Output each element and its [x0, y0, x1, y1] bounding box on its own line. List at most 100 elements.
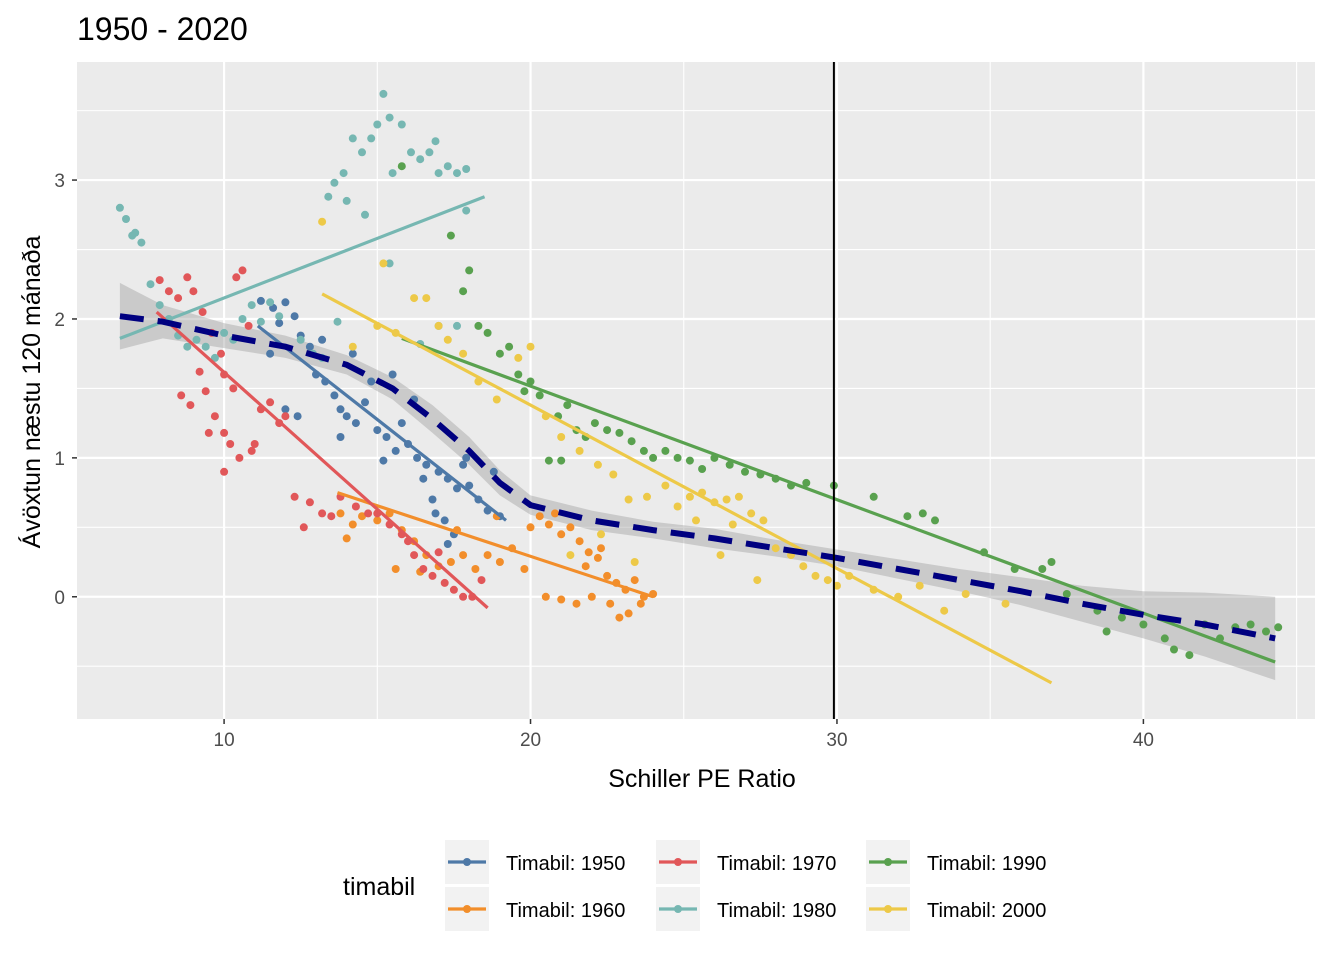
data-point: [177, 391, 186, 400]
data-point: [544, 456, 553, 465]
data-point: [520, 387, 529, 396]
data-point: [557, 530, 566, 539]
data-point: [492, 395, 501, 404]
data-point: [624, 609, 633, 618]
data-point: [753, 576, 762, 585]
data-point: [465, 481, 474, 490]
data-point: [428, 495, 437, 504]
data-point: [195, 367, 204, 376]
x-tick-label: 30: [826, 730, 847, 751]
data-point: [630, 576, 639, 585]
data-point: [443, 162, 452, 171]
data-point: [483, 551, 492, 560]
data-point: [361, 398, 369, 407]
y-tick-label: 2: [54, 310, 65, 331]
legend-key-point: [884, 858, 892, 866]
data-point: [446, 558, 455, 566]
data-point: [459, 287, 468, 296]
data-point: [256, 296, 265, 305]
data-point: [379, 456, 388, 465]
legend-item-3: Timabil: 1980: [656, 887, 836, 931]
data-point: [698, 465, 707, 473]
data-point: [520, 565, 529, 573]
data-point: [459, 349, 468, 358]
data-point: [318, 335, 327, 344]
gridlines: [77, 62, 1315, 719]
data-point: [348, 520, 357, 529]
x-tick-label: 40: [1133, 730, 1154, 751]
data-point: [388, 370, 397, 379]
data-point: [609, 470, 618, 479]
data-point: [379, 89, 388, 98]
data-point: [692, 516, 700, 525]
legend-key-point: [674, 858, 682, 866]
y-tick-label: 3: [54, 171, 65, 192]
fit-line-2: [155, 310, 489, 610]
fit-line-4: [401, 336, 1276, 664]
data-point: [636, 599, 645, 608]
data-point: [238, 315, 247, 323]
data-point: [557, 456, 566, 465]
legend-item-0: Timabil: 1950: [445, 840, 625, 884]
data-point: [434, 321, 443, 330]
data-point: [293, 412, 302, 421]
data-point: [673, 453, 682, 462]
data-point: [247, 446, 256, 455]
legend-key-point: [884, 905, 892, 913]
data-point: [318, 509, 327, 518]
data-point: [526, 342, 535, 351]
data-point: [685, 456, 694, 465]
data-point: [238, 266, 247, 275]
data-point: [351, 419, 360, 428]
data-point: [643, 492, 651, 501]
data-point: [462, 206, 471, 215]
data-point: [388, 169, 397, 178]
data-point: [462, 165, 471, 173]
fit-line-3: [119, 195, 486, 340]
data-point: [434, 169, 443, 178]
series-points-2: [155, 266, 486, 601]
data-point: [266, 398, 275, 407]
data-point: [155, 301, 164, 310]
legend-item-4: Timabil: 1990: [866, 840, 1046, 884]
data-point: [649, 453, 658, 462]
data-point: [557, 433, 566, 441]
data-point: [1170, 645, 1178, 654]
data-point: [336, 433, 345, 441]
data-point: [137, 238, 146, 247]
points-layer: [115, 89, 1283, 660]
legend-title: timabil: [343, 873, 415, 901]
data-point: [514, 353, 523, 362]
data-point: [391, 565, 400, 573]
data-point: [627, 437, 636, 446]
data-point: [544, 520, 553, 529]
data-point: [174, 294, 183, 303]
data-point: [385, 259, 394, 268]
data-point: [615, 428, 624, 437]
data-point: [330, 391, 339, 400]
data-point: [603, 426, 612, 435]
chart-title: 1950 - 2020: [77, 11, 248, 47]
data-point: [183, 273, 192, 282]
data-point: [358, 148, 366, 157]
data-point: [483, 328, 492, 337]
data-point: [210, 412, 219, 421]
data-point: [336, 405, 345, 414]
data-point: [183, 342, 192, 351]
data-point: [397, 419, 406, 428]
data-point: [535, 391, 544, 400]
data-point: [615, 613, 624, 622]
data-point: [526, 523, 535, 532]
data-point: [593, 460, 602, 469]
series-points-3: [115, 89, 471, 362]
data-point: [526, 377, 535, 386]
data-point: [217, 349, 225, 358]
data-point: [802, 478, 811, 487]
data-point: [449, 585, 458, 594]
data-point: [275, 319, 284, 328]
data-point: [453, 484, 461, 493]
data-point: [590, 419, 599, 428]
data-point: [741, 467, 749, 476]
data-point: [146, 280, 155, 289]
